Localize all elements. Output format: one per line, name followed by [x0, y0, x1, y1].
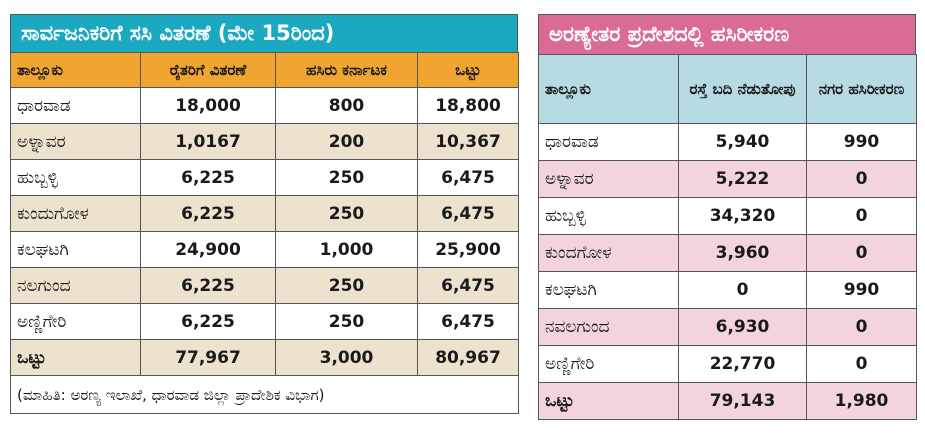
non-forest-greening-table: ತಾಲ್ಲೂಕು ರಸ್ತೆ ಬದಿ ನೆಡುತೋಪು ನಗರ ಹಸಿರೀಕರಣ… — [538, 54, 917, 420]
taluk-name-cell: ಅಳ್ನಾವರ — [10, 123, 141, 160]
taluk-name-cell: ಧಾರವಾಡ — [10, 87, 141, 124]
taluk-name-cell: ಅಣ್ಣಿಗೇರಿ — [10, 303, 141, 340]
value-cell: 3,960 — [678, 234, 807, 272]
value-cell: 6,225 — [140, 195, 276, 232]
sapling-distribution-panel: ಸಾರ್ವಜನಿಕರಿಗೆ ಸಸಿ ವಿತರಣೆ (ಮೇ 15ರಿಂದ) ತಾಲ… — [10, 14, 519, 414]
table-row: ಧಾರವಾಡ 18,000 800 18,800 — [10, 87, 519, 124]
table-header-row: ತಾಲ್ಲೂಕು ರಸ್ತೆ ಬದಿ ನೆಡುತೋಪು ನಗರ ಹಸಿರೀಕರಣ — [538, 54, 917, 124]
non-forest-greening-panel: ಅರಣ್ಯೇತರ ಪ್ರದೇಶದಲ್ಲಿ ಹಸಿರೀಕರಣ ತಾಲ್ಲೂಕು ರ… — [538, 14, 917, 420]
taluk-name-cell: ಕಲಘಟಗಿ — [538, 271, 679, 309]
value-cell: 0 — [806, 160, 917, 198]
value-cell: 6,475 — [417, 267, 519, 304]
value-cell: 6,475 — [417, 303, 519, 340]
value-cell: 250 — [275, 303, 418, 340]
value-cell: 0 — [806, 197, 917, 235]
taluk-name-cell: ಅಣ್ಣಿಗೇರಿ — [538, 345, 679, 383]
table-row: ಕಲಘಟಗಿ 24,900 1,000 25,900 — [10, 231, 519, 268]
value-cell: 0 — [806, 345, 917, 383]
column-header-roadside-plantation: ರಸ್ತೆ ಬದಿ ನೆಡುತೋಪು — [678, 54, 807, 124]
value-cell: 250 — [275, 195, 418, 232]
value-cell: 250 — [275, 159, 418, 196]
table-row: ಕುಂದಗೋಳ 3,960 0 — [538, 234, 917, 272]
taluk-name-cell: ಕುಂದುಗೋಳ — [10, 195, 141, 232]
taluk-name-cell: ಅಳ್ನಾವರ — [538, 160, 679, 198]
total-label: ಒಟ್ಟು — [538, 382, 679, 420]
value-cell: 6,225 — [140, 159, 276, 196]
taluk-name-cell: ನಲಗುಂದ — [10, 267, 141, 304]
taluk-name-cell: ನವಲಗುಂದ — [538, 308, 679, 346]
table-row: ನಲಗುಂದ 6,225 250 6,475 — [10, 267, 519, 304]
table-row: ಧಾರವಾಡ 5,940 990 — [538, 123, 917, 161]
value-cell: 24,900 — [140, 231, 276, 268]
table-total-row: ಒಟ್ಟು 77,967 3,000 80,967 — [10, 339, 519, 376]
value-cell: 200 — [275, 123, 418, 160]
table-row: ಅಳ್ನಾವರ 5,222 0 — [538, 160, 917, 198]
value-cell: 990 — [806, 123, 917, 161]
table-row: ಅಣ್ಣಿಗೇರಿ 6,225 250 6,475 — [10, 303, 519, 340]
value-cell: 800 — [275, 87, 418, 124]
value-cell: 10,367 — [417, 123, 519, 160]
value-cell: 0 — [806, 308, 917, 346]
value-cell: 25,900 — [417, 231, 519, 268]
total-farmer-distribution: 77,967 — [140, 339, 276, 376]
value-cell: 6,475 — [417, 159, 519, 196]
column-header-taluk: ತಾಲ್ಲೂಕು — [10, 52, 141, 88]
taluk-name-cell: ಕುಂದಗೋಳ — [538, 234, 679, 272]
value-cell: 1,0167 — [140, 123, 276, 160]
source-note: (ಮಾಹಿತಿ: ಅರಣ್ಯ ಇಲಾಖೆ, ಧಾರವಾಡ ಜಿಲ್ಲಾ ಪ್ರಾ… — [10, 375, 519, 414]
value-cell: 250 — [275, 267, 418, 304]
column-header-farmer-distribution: ರೈತರಿಗೆ ವಿತರಣೆ — [140, 52, 276, 88]
source-row: (ಮಾಹಿತಿ: ಅರಣ್ಯ ಇಲಾಖೆ, ಧಾರವಾಡ ಜಿಲ್ಲಾ ಪ್ರಾ… — [10, 375, 519, 414]
value-cell: 1,000 — [275, 231, 418, 268]
sapling-distribution-title: ಸಾರ್ವಜನಿಕರಿಗೆ ಸಸಿ ವಿತರಣೆ (ಮೇ 15ರಿಂದ) — [10, 14, 518, 52]
taluk-name-cell: ಹುಬ್ಬಳ್ಳಿ — [10, 159, 141, 196]
total-urban-greening: 1,980 — [806, 382, 917, 420]
column-header-total: ಒಟ್ಟು — [417, 52, 519, 88]
value-cell: 6,930 — [678, 308, 807, 346]
value-cell: 18,800 — [417, 87, 519, 124]
taluk-name-cell: ಧಾರವಾಡ — [538, 123, 679, 161]
value-cell: 6,225 — [140, 303, 276, 340]
taluk-name-cell: ಹುಬ್ಬಳ್ಳಿ — [538, 197, 679, 235]
table-row: ಕಲಘಟಗಿ 0 990 — [538, 271, 917, 309]
value-cell: 18,000 — [140, 87, 276, 124]
non-forest-greening-title: ಅರಣ್ಯೇತರ ಪ್ರದೇಶದಲ್ಲಿ ಹಸಿರೀಕರಣ — [538, 14, 916, 54]
total-roadside-plantation: 79,143 — [678, 382, 807, 420]
total-green-karnataka: 3,000 — [275, 339, 418, 376]
value-cell: 6,475 — [417, 195, 519, 232]
value-cell: 6,225 — [140, 267, 276, 304]
sapling-distribution-table: ತಾಲ್ಲೂಕು ರೈತರಿಗೆ ವಿತರಣೆ ಹಸಿರು ಕರ್ನಾಟಕ ಒಟ… — [10, 52, 519, 414]
column-header-taluk: ತಾಲ್ಲೂಕು — [538, 54, 679, 124]
total-label: ಒಟ್ಟು — [10, 339, 141, 376]
table-header-row: ತಾಲ್ಲೂಕು ರೈತರಿಗೆ ವಿತರಣೆ ಹಸಿರು ಕರ್ನಾಟಕ ಒಟ… — [10, 52, 519, 88]
taluk-name-cell: ಕಲಘಟಗಿ — [10, 231, 141, 268]
table-row: ಅಣ್ಣಿಗೇರಿ 22,770 0 — [538, 345, 917, 383]
value-cell: 34,320 — [678, 197, 807, 235]
value-cell: 990 — [806, 271, 917, 309]
column-header-urban-greening: ನಗರ ಹಸಿರೀಕರಣ — [806, 54, 917, 124]
table-total-row: ಒಟ್ಟು 79,143 1,980 — [538, 382, 917, 420]
value-cell: 22,770 — [678, 345, 807, 383]
table-row: ಅಳ್ನಾವರ 1,0167 200 10,367 — [10, 123, 519, 160]
value-cell: 5,940 — [678, 123, 807, 161]
total-overall: 80,967 — [417, 339, 519, 376]
table-row: ಹುಬ್ಬಳ್ಳಿ 6,225 250 6,475 — [10, 159, 519, 196]
value-cell: 0 — [806, 234, 917, 272]
column-header-green-karnataka: ಹಸಿರು ಕರ್ನಾಟಕ — [275, 52, 418, 88]
value-cell: 5,222 — [678, 160, 807, 198]
table-row: ನವಲಗುಂದ 6,930 0 — [538, 308, 917, 346]
value-cell: 0 — [678, 271, 807, 309]
table-row: ಕುಂದುಗೋಳ 6,225 250 6,475 — [10, 195, 519, 232]
table-row: ಹುಬ್ಬಳ್ಳಿ 34,320 0 — [538, 197, 917, 235]
